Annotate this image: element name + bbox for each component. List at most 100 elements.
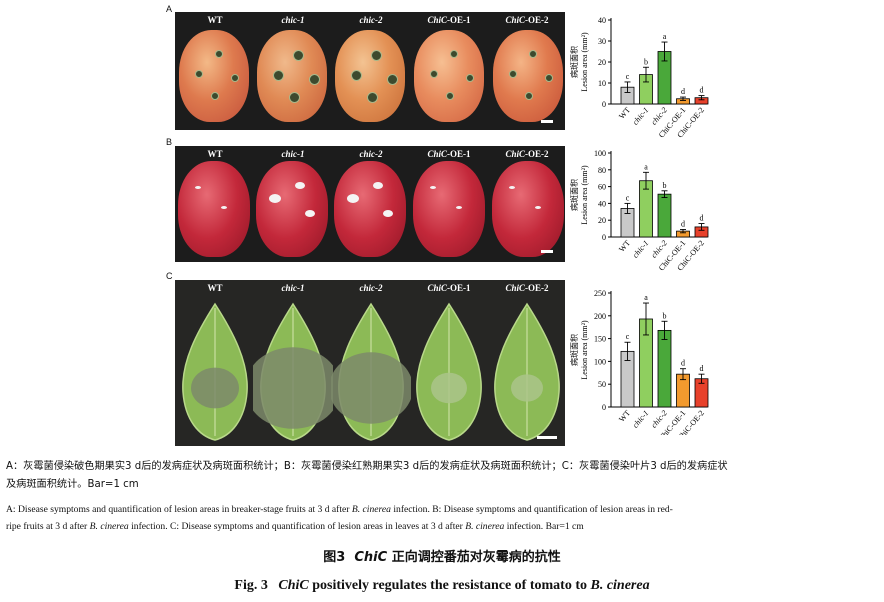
photo-label-text: WT	[207, 15, 223, 25]
bar-2	[657, 329, 672, 408]
caption-en-text: infection. C: Disease symptoms and quant…	[128, 521, 466, 532]
y-tick-label: 200	[594, 312, 606, 321]
caption-cn: A：灰霉菌侵染破色期果实3 d后的发病症状及病斑面积统计；B：灰霉菌侵染红熟期果…	[6, 458, 878, 494]
lesion-spot	[373, 182, 383, 189]
figure-species-en: B. cinerea	[590, 578, 650, 593]
scale-bar	[541, 120, 553, 123]
tomato-fruit	[256, 161, 328, 257]
photo-label: chic-2	[331, 149, 411, 159]
bar-chart-c: 0 50 100 150 200 250 病斑面积 Lesion area (mm²) c WT a…	[569, 289, 709, 435]
photo-label: WT	[175, 283, 255, 293]
photo-label: ChiC-OE-2	[487, 149, 565, 159]
significance-letter: d	[700, 86, 704, 95]
significance-letter: c	[626, 332, 630, 341]
significance-letter: b	[663, 181, 667, 190]
lesion-spot	[545, 74, 553, 82]
y-axis-label-cn: 病斑面积	[569, 46, 579, 78]
lesion-spot	[273, 70, 284, 81]
figure-number-en: Fig. 3	[234, 578, 268, 593]
caption-en-text: infection. B: Disease symptoms and quant…	[390, 504, 673, 515]
photo-label-text: -OE-1	[447, 149, 471, 159]
photo-label-text: -OE-1	[447, 15, 471, 25]
category-label: WT	[617, 408, 632, 423]
y-axis-label: Lesion area (mm²)	[580, 165, 589, 225]
y-tick-label: 0	[602, 100, 606, 109]
bar-chart-a: 0 10 20 30 40 病斑面积 Lesion area (mm²) c WT b chic-1…	[569, 16, 709, 140]
y-axis-label: Lesion area (mm²)	[580, 32, 589, 92]
lesion-spot	[289, 92, 300, 103]
significance-letter: a	[644, 293, 648, 302]
panel-letter-a: A	[166, 4, 173, 14]
significance-letter: c	[626, 72, 630, 81]
photo-label-text: WT	[207, 149, 223, 159]
lesion-spot	[509, 186, 515, 189]
lesion-spot	[293, 50, 304, 61]
figure-title-cn: 图3 ChiC 正向调控番茄对灰霉病的抗性	[0, 546, 884, 565]
lesion-spot	[195, 70, 203, 78]
panel-letter-c: C	[166, 271, 173, 281]
scale-bar	[537, 436, 557, 439]
lesion-spot	[211, 92, 219, 100]
tomato-leaf	[494, 302, 560, 441]
lesion-spot	[387, 74, 398, 85]
lesion-spot	[269, 194, 281, 203]
panel-letter-b: B	[166, 137, 173, 147]
category-label: chic-1	[631, 409, 651, 430]
tomato-fruit	[492, 161, 564, 257]
lesion-spot	[195, 186, 201, 189]
caption-en-text: infection. Bar=1 cm	[504, 521, 584, 532]
photo-label-italic: ChiC	[427, 15, 447, 25]
lesion-spot	[430, 186, 436, 189]
photo-label-italic: chic-1	[281, 15, 305, 25]
photo-label-italic: chic-2	[359, 15, 383, 25]
caption-cn-line-1: A：灰霉菌侵染破色期果实3 d后的发病症状及病斑面积统计；B：灰霉菌侵染红熟期果…	[6, 461, 728, 472]
bar-chart-b: 0 20 40 60 80 100 病斑面积 Lesion area (mm²) c WT a chi…	[569, 149, 709, 273]
photo-label-italic: ChiC	[505, 283, 525, 293]
photo-label-text: WT	[207, 283, 223, 293]
lesion-spot	[450, 50, 458, 58]
figure-title-cn-text: 正向调控番茄对灰霉病的抗性	[387, 550, 561, 565]
significance-letter: a	[644, 162, 648, 171]
photo-label: chic-1	[253, 283, 333, 293]
photo-label: WT	[175, 15, 255, 25]
lesion-spot	[383, 210, 393, 217]
photo-label: ChiC-OE-1	[409, 283, 489, 293]
photo-label-italic: ChiC	[427, 149, 447, 159]
photo-label-italic: ChiC	[505, 149, 525, 159]
y-tick-label: 80	[598, 166, 606, 175]
caption-en: A: Disease symptoms and quantification o…	[6, 501, 878, 535]
y-tick-label: 100	[594, 149, 606, 158]
photo-label: WT	[175, 149, 255, 159]
y-tick-label: 10	[598, 79, 606, 88]
lesion-spot	[509, 70, 517, 78]
photo-label-text: -OE-2	[525, 15, 549, 25]
significance-letter: b	[644, 57, 648, 66]
lesion-spot	[367, 92, 378, 103]
caption-en-text: A: Disease symptoms and quantification o…	[6, 504, 352, 515]
y-axis-label: Lesion area (mm²)	[580, 320, 589, 380]
significance-letter: d	[681, 87, 685, 96]
photo-label: ChiC-OE-1	[409, 15, 489, 25]
photo-label: chic-1	[253, 149, 333, 159]
photo-label: chic-1	[253, 15, 333, 25]
y-tick-label: 100	[594, 357, 606, 366]
tomato-leaf	[182, 302, 248, 441]
y-axis-label-cn: 病斑面积	[569, 334, 579, 366]
lesion-spot	[347, 194, 359, 203]
significance-letter: a	[663, 32, 667, 41]
significance-letter: d	[700, 364, 704, 373]
y-tick-label: 40	[598, 199, 606, 208]
leaf-photo: WT chic-1 chic-2 ChiC-OE-1 ChiC-OE-2	[175, 280, 565, 446]
photo-label-text: -OE-2	[525, 149, 549, 159]
lesion-spot	[231, 74, 239, 82]
tomato-fruit	[178, 161, 250, 257]
caption-en-species: B. cinerea	[465, 521, 505, 532]
photo-label-italic: chic-2	[359, 283, 383, 293]
lesion-spot	[221, 206, 227, 209]
photo-label: ChiC-OE-1	[409, 149, 489, 159]
tomato-leaf	[331, 302, 411, 441]
tomato-leaf	[253, 302, 333, 441]
y-tick-label: 0	[602, 233, 606, 242]
y-tick-label: 250	[594, 289, 606, 298]
tomato-fruit	[334, 161, 406, 257]
